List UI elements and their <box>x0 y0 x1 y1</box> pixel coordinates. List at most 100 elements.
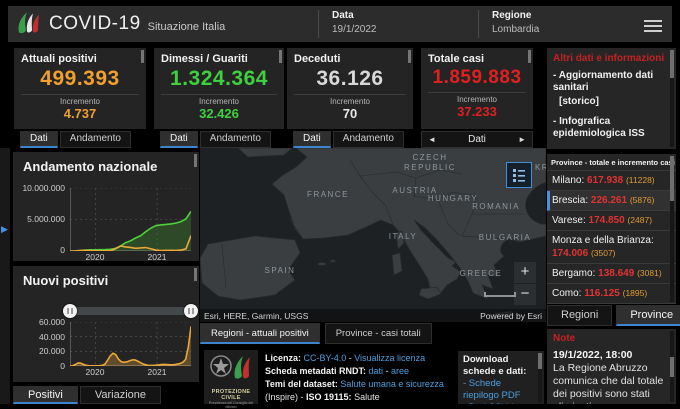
europe-map[interactable]: CZECH REPUBLIC FRANCE AUSTRIA HUNGARY RO… <box>200 148 546 322</box>
zoom-in-button[interactable]: + <box>514 262 536 283</box>
scrollbar-thumb[interactable] <box>670 156 674 201</box>
next-arrow-icon[interactable]: ► <box>518 135 526 144</box>
card-scrollbar[interactable] <box>279 50 282 63</box>
tab-dati[interactable]: Dati <box>20 131 58 148</box>
aree-link[interactable]: aree <box>391 366 409 376</box>
prev-arrow-icon[interactable]: ◄ <box>428 135 436 144</box>
time-range-slider[interactable] <box>63 304 198 318</box>
province-row-milano[interactable]: Milano: 617.938 (11228) <box>547 171 676 191</box>
card-dimessi-guariti: Dimessi / Guariti 1.324.364 Incremento 3… <box>154 48 284 129</box>
increment-label: Incremento <box>161 97 277 106</box>
tab-regioni-attuali-positivi[interactable]: Regioni - attuali positivi <box>200 323 320 344</box>
link-infografica-iss[interactable]: - Infografica epidemiologica ISS <box>553 116 666 140</box>
province-total: 174.850 <box>589 215 625 226</box>
protezione-civile-emblem: PROTEZIONE CIVILE Presidenza del Consigl… <box>204 350 258 404</box>
panel-scrollbar[interactable] <box>194 268 197 281</box>
card-scrollbar[interactable] <box>528 50 531 63</box>
schede-riepilogo-pdf-link[interactable]: - Schede riepilogo PDF <box>463 378 536 402</box>
note-title: Note <box>553 333 666 344</box>
dati-link[interactable]: dati <box>369 366 384 376</box>
slider-track[interactable] <box>67 307 194 315</box>
tab-regioni[interactable]: Regioni <box>547 305 612 326</box>
tab-andamento[interactable]: Andamento <box>60 131 131 148</box>
nuovi-positivi-chart <box>70 322 191 366</box>
tab-positivi[interactable]: Positivi <box>13 386 78 404</box>
header-divider <box>318 10 319 38</box>
powered-by-esri: Powered by Esri <box>480 311 542 321</box>
metadati-label: Scheda metadati RNDT: <box>265 366 369 376</box>
andamento-chart <box>70 188 191 251</box>
tab-andamento[interactable]: Andamento <box>200 131 271 148</box>
scrollbar[interactable] <box>670 50 674 147</box>
province-row-bergamo[interactable]: Bergamo: 138.649 (3081) <box>547 264 676 284</box>
scrollbar-thumb[interactable] <box>670 50 674 78</box>
region-label: Regione <box>492 10 539 21</box>
card-value: 499.393 <box>21 67 139 91</box>
link-aggiornamento-dati[interactable]: - Aggiornamento dati sanitari <box>553 70 666 94</box>
dataset-line: Temi del dataset: Salute umana e sicurez… <box>265 378 455 404</box>
increment-value: 37.233 <box>428 104 526 119</box>
chart-title: Nuovi positivi <box>13 266 199 288</box>
tab-andamento[interactable]: Andamento <box>333 131 404 148</box>
increment-label: Incremento <box>428 95 526 104</box>
link-storico[interactable]: [storico] <box>553 96 666 108</box>
tab-dati[interactable]: Dati <box>293 131 331 148</box>
province-row-brescia[interactable]: Brescia: 226.261 (5876) <box>547 191 676 211</box>
map-label-france: FRANCE <box>307 190 349 200</box>
zoom-out-button[interactable]: − <box>514 284 536 305</box>
slider-handle-left[interactable] <box>63 304 77 318</box>
expand-sidebar-icon[interactable]: ▶ <box>1 224 8 235</box>
map-legend-button[interactable] <box>506 162 532 188</box>
increment-label: Incremento <box>294 97 406 106</box>
y-tick: 20.000 <box>15 346 65 356</box>
visualizza-licenza-link[interactable]: Visualizza licenza <box>354 353 425 363</box>
attribution-sources: Esri, HERE, Garmin, USGS <box>204 311 308 321</box>
province-row-como[interactable]: Como: 116.125 (1895) <box>547 284 676 304</box>
scrollbar[interactable] <box>670 156 674 302</box>
tab-variazione[interactable]: Variazione <box>80 386 161 404</box>
license-info: Licenza: CC-BY-4.0 - Visualizza licenza … <box>265 352 455 404</box>
increment-value: 70 <box>294 106 406 121</box>
map-label-romania: ROMANIA <box>472 202 520 212</box>
tab-dati[interactable]: Dati <box>468 134 486 145</box>
emblem-subtitle: Presidenza del Consiglio dei Ministri <box>204 401 258 409</box>
map-zoom-controls: + − <box>514 262 536 306</box>
card-scrollbar[interactable] <box>141 50 144 63</box>
salute-umana-link[interactable]: Salute umana e sicurezza <box>340 379 444 389</box>
note-timestamp: 19/1/2022, 18:00 <box>553 349 666 361</box>
license-line: Licenza: CC-BY-4.0 - Visualizza licenza <box>265 352 455 365</box>
licenza-label: Licenza: <box>265 353 304 363</box>
panel-scrollbar[interactable] <box>194 154 197 167</box>
tab-dati[interactable]: Dati <box>160 131 198 148</box>
province-increment: (5876) <box>630 195 655 205</box>
tab-province[interactable]: Province <box>616 305 680 326</box>
header-divider <box>478 10 479 38</box>
region-value[interactable]: Lombardia <box>492 24 539 35</box>
province-total: 617.938 <box>587 175 623 186</box>
increment-value: 4.737 <box>21 106 139 121</box>
card-value: 36.126 <box>294 67 406 91</box>
scrollbar-thumb[interactable] <box>538 353 542 369</box>
region-block[interactable]: Regione Lombardia <box>492 10 539 35</box>
legend-list-icon <box>511 167 527 183</box>
province-row-monza[interactable]: Monza e della Brianza: 174.006 (3507) <box>547 231 676 264</box>
menu-icon[interactable] <box>644 17 662 35</box>
province-name: Brescia: <box>552 195 588 206</box>
slider-handle-right[interactable] <box>184 304 198 318</box>
tab-province-casi-totali[interactable]: Province - casi totali <box>325 323 432 344</box>
scrollbar[interactable] <box>670 331 674 402</box>
province-name: Monza e della Brianza: <box>552 235 654 246</box>
metadata-line: Scheda metadati RNDT: dati - aree <box>265 365 455 378</box>
map-attribution: Esri, HERE, Garmin, USGS Powered by Esri <box>200 309 546 322</box>
province-increment: (11228) <box>626 175 655 185</box>
map-scale-bar <box>484 292 516 297</box>
province-name: Varese: <box>552 215 586 226</box>
cc-by-link[interactable]: CC-BY-4.0 <box>304 353 347 363</box>
province-row-varese[interactable]: Varese: 174.850 (2487) <box>547 211 676 231</box>
card-scrollbar[interactable] <box>408 50 411 63</box>
scrollbar-thumb[interactable] <box>670 357 674 377</box>
card4-pager-tab[interactable]: ◄ Dati ► <box>421 131 533 148</box>
altri-dati-title: Altri dati e informazioni <box>553 53 666 64</box>
scrollbar[interactable] <box>538 353 542 402</box>
map-label-spain: SPAIN <box>265 266 296 276</box>
